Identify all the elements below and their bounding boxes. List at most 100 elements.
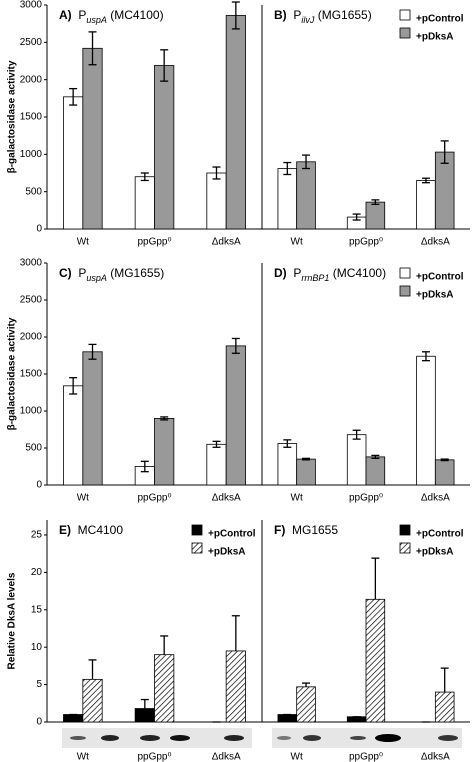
legend-label: +pControl (416, 14, 464, 25)
x-tick-label: ΔdksA (421, 237, 450, 248)
y-tick-label: 2500 (20, 37, 43, 48)
panel-letter: D) (274, 266, 287, 280)
x-tick-label: ΔdksA (421, 493, 450, 504)
x-tick-label: ΔdksA (421, 752, 450, 762)
bar (296, 458, 316, 486)
panel-title: B) PilvJ (MG1655) (274, 8, 372, 25)
bar (225, 650, 246, 723)
y-tick-label: 1000 (20, 149, 43, 160)
x-tick-label: ppGpp⁰ (349, 493, 383, 504)
bar (82, 47, 103, 230)
y-axis-title: β-galactosidase activity (7, 60, 18, 173)
title-main: MG1655 (292, 523, 338, 537)
error-bar (140, 172, 149, 182)
bar (277, 443, 298, 486)
x-tick-label: ppGpp⁰ (349, 237, 383, 248)
error-bar (302, 457, 311, 461)
error-bar (140, 698, 149, 709)
error-bar (421, 177, 430, 184)
bar (154, 417, 175, 486)
y-tick-label: 500 (25, 443, 42, 454)
error-bar (160, 635, 169, 655)
error-bar (231, 337, 240, 354)
x-tick-label: Wt (77, 237, 89, 248)
y-tick-label: 1500 (20, 112, 43, 123)
title-gap (285, 523, 292, 537)
error-bar (212, 440, 221, 448)
legend-swatch (191, 542, 203, 554)
error-bar (88, 31, 97, 66)
panel-letter: A) (59, 8, 72, 22)
title-suffix: (MC4100) (333, 266, 386, 280)
title-sub: uspA (86, 273, 107, 283)
title-main: P (78, 266, 86, 280)
error-bar (160, 416, 169, 421)
y-tick-label: 0 (36, 224, 42, 235)
x-tick-label: ΔdksA (212, 493, 241, 504)
panel-title: F) MG1655 (274, 523, 338, 537)
title-main: P (78, 8, 86, 22)
title-suffix: (MG1655) (318, 8, 372, 22)
error-bar (440, 140, 449, 164)
bar (206, 443, 227, 486)
legend-swatch (399, 542, 411, 554)
error-bar (352, 429, 361, 440)
x-tick-label: ppGpp⁰ (137, 493, 171, 504)
panel-title: A) PuspA (MC4100) (59, 8, 164, 25)
error-bar (302, 682, 311, 687)
title-gap (287, 8, 294, 22)
y-axis-title: β-galactosidase activity (7, 317, 18, 430)
error-bar (352, 213, 361, 221)
bar (416, 180, 436, 230)
legend-swatch (399, 27, 411, 39)
bar (154, 654, 175, 723)
y-tick-label: 15 (31, 604, 43, 615)
panel-letter: F) (274, 523, 285, 537)
y-tick-label: 3000 (20, 258, 43, 269)
error-bar (421, 351, 430, 362)
title-sub: ilvJ (301, 15, 314, 25)
title-suffix: (MC4100) (110, 8, 163, 22)
title-sub: rrnBP1 (301, 273, 329, 283)
x-tick-label: Wt (291, 752, 303, 762)
bar (82, 678, 103, 723)
error-bar (283, 161, 292, 176)
y-tick-label: 20 (31, 567, 43, 578)
western-blots (62, 728, 462, 748)
y-tick-label: 3000 (20, 0, 43, 11)
bar (63, 385, 84, 486)
bar (416, 355, 436, 486)
bar (277, 714, 298, 723)
bar (277, 168, 298, 230)
panel-letter: E) (59, 523, 71, 537)
error-bar (302, 154, 311, 170)
legend-swatch (399, 524, 411, 536)
error-bar (440, 667, 449, 693)
error-bar (69, 377, 78, 395)
y-tick-label: 2500 (20, 295, 43, 306)
bar (365, 598, 386, 723)
title-gap (71, 523, 78, 537)
error-bar (231, 615, 240, 651)
y-tick-label: 2000 (20, 332, 43, 343)
error-bar (371, 199, 380, 206)
error-bar (160, 49, 169, 82)
y-tick-label: 5 (36, 679, 42, 690)
error-bar (140, 460, 149, 473)
title-main: P (293, 8, 301, 22)
x-tick-label: ppGpp⁰ (137, 752, 171, 762)
bar (82, 351, 103, 486)
bar (365, 201, 386, 230)
y-axis-title: Relative DksA levels (7, 572, 18, 669)
error-bar (69, 87, 78, 106)
title-gap (287, 266, 294, 280)
error-bar (212, 166, 221, 180)
x-tick-label: ppGpp⁰ (137, 237, 171, 248)
x-tick-label: Wt (77, 752, 89, 762)
x-tick-label: ΔdksA (212, 237, 241, 248)
bar (434, 459, 455, 486)
legend-label: +pControl (208, 529, 256, 540)
error-bar (283, 439, 292, 448)
